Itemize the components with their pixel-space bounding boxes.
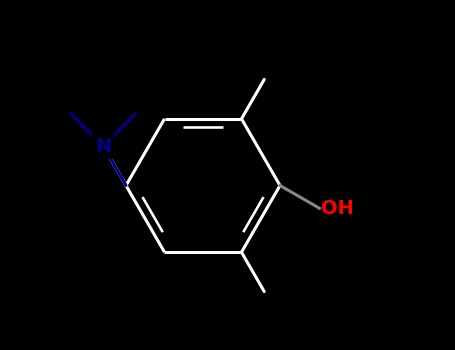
- Text: OH: OH: [321, 199, 354, 218]
- Text: N: N: [95, 136, 111, 156]
